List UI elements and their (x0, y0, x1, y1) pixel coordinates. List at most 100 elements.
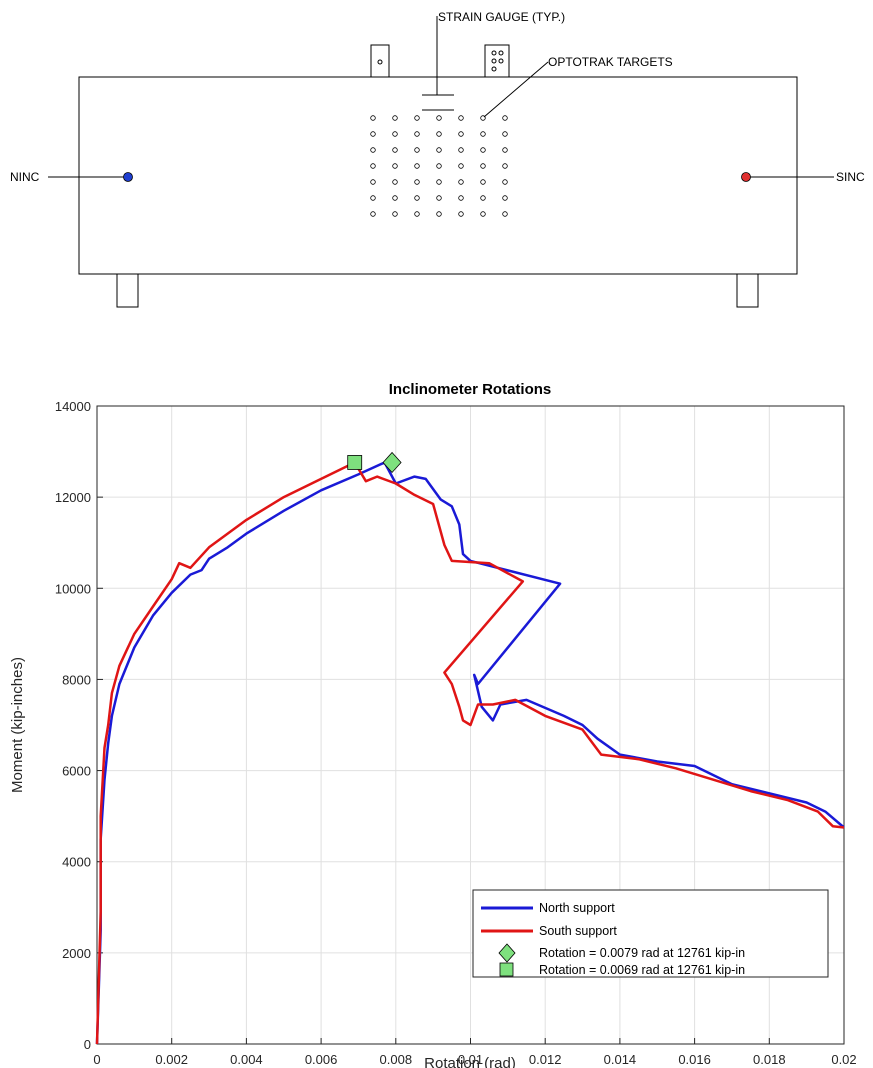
legend-box (472, 889, 829, 978)
plot-area-frame (96, 405, 845, 1045)
optotrak-target (370, 115, 376, 121)
ninc-marker (123, 172, 133, 182)
optotrak-target (480, 115, 486, 121)
y-tick-label: 6000 (62, 764, 91, 779)
x-tick-label: 0.018 (753, 1052, 786, 1067)
optotrak-target (458, 115, 464, 121)
optotrak-target (370, 163, 376, 169)
sinc-marker (741, 172, 751, 182)
optotrak-target (392, 115, 398, 121)
x-tick-label: 0.014 (604, 1052, 637, 1067)
lifting-lug-left (370, 44, 390, 78)
optotrak-target (392, 179, 398, 185)
north-inclinometer: NINC (10, 170, 133, 184)
optotrak-target (480, 147, 486, 153)
y-tick-label: 0 (84, 1037, 91, 1052)
north-bearing (116, 273, 139, 308)
x-tick-label: 0.006 (305, 1052, 338, 1067)
optotrak-target (458, 179, 464, 185)
chart-title: Inclinometer Rotations (389, 381, 552, 398)
legend-label-south: South support (539, 924, 617, 938)
test-setup-diagram: STRAIN GAUGE (TYP.) OPTOTRAK TARGETS NIN… (10, 10, 865, 308)
strain-gauge-callout: STRAIN GAUGE (TYP.) (422, 10, 565, 111)
optotrak-target (480, 195, 486, 201)
ninc-label: NINC (10, 170, 40, 184)
optotrak-target (436, 179, 442, 185)
y-tick-label: 12000 (55, 490, 91, 505)
south-bearing (736, 273, 759, 308)
optotrak-target (414, 195, 420, 201)
y-tick-label: 14000 (55, 399, 91, 414)
series-lines (95, 461, 845, 1045)
optotrak-target (436, 115, 442, 121)
optotrak-target (502, 115, 508, 121)
x-tick-label: 0.012 (529, 1052, 562, 1067)
optotrak-target (370, 131, 376, 137)
legend-label-north: North support (539, 901, 615, 915)
optotrak-target (436, 163, 442, 169)
x-tick-label: 0.004 (230, 1052, 263, 1067)
optotrak-target-grid (370, 115, 508, 217)
peak-marker-diamond (382, 451, 402, 474)
optotrak-target (392, 147, 398, 153)
optotrak-target (458, 147, 464, 153)
x-tick-label: 0.016 (678, 1052, 711, 1067)
inclinometer-chart: Inclinometer Rotations 0 0.002 0.004 0.006 0… (9, 381, 857, 1068)
legend-label-square: Rotation = 0.0069 rad at 12761 kip-in (539, 963, 745, 977)
y-tick-label: 4000 (62, 855, 91, 870)
x-tick-label: 0.02 (831, 1052, 856, 1067)
optotrak-target (370, 147, 376, 153)
peak-markers (347, 451, 402, 474)
legend-label-diamond: Rotation = 0.0079 rad at 12761 kip-in (539, 946, 745, 960)
specimen-beam (78, 44, 798, 308)
optotrak-target (414, 131, 420, 137)
y-tick-label: 10000 (55, 581, 91, 596)
optotrak-target (414, 115, 420, 121)
optotrak-target (480, 211, 486, 217)
y-axis-label: Moment (kip-inches) (9, 657, 26, 793)
optotrak-target (392, 163, 398, 169)
legend: North support South support Rotation = 0… (472, 889, 829, 978)
optotrak-target (414, 211, 420, 217)
optotrak-target (436, 211, 442, 217)
optotrak-target (414, 179, 420, 185)
x-axis-label: Rotation (rad) (424, 1055, 516, 1068)
legend-marker-diamond (498, 943, 516, 963)
optotrak-target (392, 195, 398, 201)
x-tick-label: 0.01 (458, 1052, 483, 1067)
optotrak-target (480, 163, 486, 169)
optotrak-target (414, 163, 420, 169)
optotrak-target (436, 195, 442, 201)
optotrak-target (502, 147, 508, 153)
x-tick-label: 0 (93, 1052, 100, 1067)
optotrak-target (502, 179, 508, 185)
optotrak-target (458, 211, 464, 217)
optotrak-target (458, 163, 464, 169)
optotrak-target (392, 211, 398, 217)
x-tick-label: 0.008 (380, 1052, 413, 1067)
optotrak-target (370, 195, 376, 201)
y-tick-label: 2000 (62, 946, 91, 961)
south-inclinometer: SINC (741, 170, 865, 184)
optotrak-target (436, 131, 442, 137)
optotrak-target (502, 131, 508, 137)
optotrak-label: OPTOTRAK TARGETS (548, 55, 673, 69)
peak-marker-square (347, 455, 363, 470)
x-tick-labels: 0 0.002 0.004 0.006 0.008 0.01 0.012 0.014 0.016… (93, 1052, 856, 1067)
series-line-south (95, 461, 845, 1045)
optotrak-target (458, 131, 464, 137)
series-line-north (95, 461, 845, 1045)
optotrak-target (370, 211, 376, 217)
optotrak-target (436, 147, 442, 153)
optotrak-target (480, 179, 486, 185)
y-tick-labels: 0 2000 4000 6000 8000 10000 12000 14000 (55, 399, 91, 1052)
optotrak-target (480, 131, 486, 137)
optotrak-target (502, 195, 508, 201)
lifting-lug-right (484, 44, 510, 78)
optotrak-target (414, 147, 420, 153)
strain-gauge-label: STRAIN GAUGE (TYP.) (438, 10, 565, 24)
optotrak-target (502, 211, 508, 217)
optotrak-target (458, 195, 464, 201)
y-tick-label: 8000 (62, 672, 91, 687)
optotrak-target (502, 163, 508, 169)
